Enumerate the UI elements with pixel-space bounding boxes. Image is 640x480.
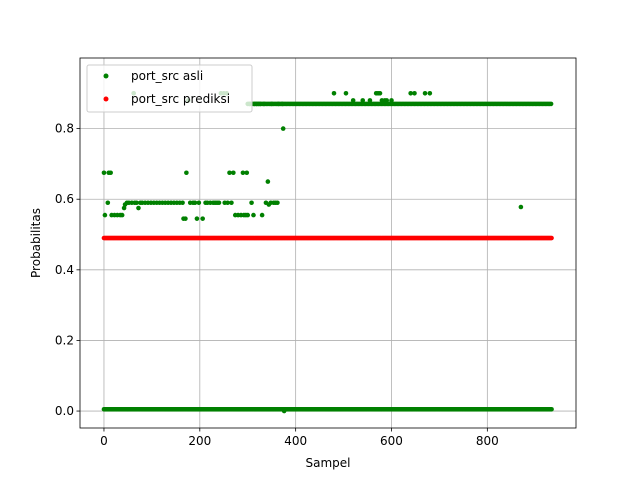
y-tick-label: 0.2 <box>55 333 74 347</box>
data-point-series-0 <box>275 200 280 206</box>
data-point-series-0 <box>249 200 254 206</box>
data-point-series-0 <box>101 170 107 176</box>
legend-label-series-1: port_src prediksi <box>131 92 230 106</box>
data-point-series-0 <box>408 91 413 96</box>
legend-box <box>86 64 253 113</box>
x-tick-label: 200 <box>188 434 211 448</box>
plot-frame <box>79 57 577 429</box>
data-point-series-0 <box>196 200 202 206</box>
data-point-series-0 <box>549 406 554 412</box>
x-tick-label: 800 <box>476 434 499 448</box>
data-point-series-0 <box>216 200 222 206</box>
data-point-series-0 <box>389 98 394 103</box>
y-tick-label: 0.0 <box>55 404 74 418</box>
y-axis-label: Probabilitas <box>29 208 43 278</box>
legend-marker-series-1 <box>103 96 109 102</box>
x-tick-label: 400 <box>284 434 307 448</box>
data-point-series-0 <box>183 216 188 221</box>
x-axis-ticks: 0 200 400 600 800 <box>100 428 499 448</box>
data-point-series-0 <box>192 200 198 206</box>
data-point-series-0 <box>518 204 524 210</box>
data-point-series-0 <box>548 101 554 107</box>
data-point-series-0 <box>276 101 281 107</box>
data-point-series-0 <box>360 98 366 103</box>
data-point-series-0 <box>377 91 383 96</box>
legend-label-series-0: port_src asli <box>131 69 203 83</box>
data-point-series-0 <box>225 200 230 206</box>
y-tick-label: 0.8 <box>55 122 74 136</box>
x-tick-label: 0 <box>100 434 108 448</box>
data-point-series-0 <box>121 205 127 211</box>
data-point-series-0 <box>412 91 417 96</box>
data-point-series-0 <box>257 101 263 107</box>
x-axis-label: Sampel <box>306 456 351 470</box>
y-tick-label: 0.4 <box>55 263 74 277</box>
data-point-series-0 <box>279 101 285 107</box>
data-point-series-0 <box>200 216 205 221</box>
data-point-series-0 <box>269 101 274 107</box>
data-point-series-0 <box>227 170 232 176</box>
data-point-series-0 <box>331 91 337 96</box>
y-tick-label: 0.6 <box>55 192 74 206</box>
data-point-series-0 <box>134 200 139 206</box>
data-point-series-0 <box>384 98 390 103</box>
data-point-series-1 <box>549 235 554 241</box>
data-point-series-0 <box>184 170 189 176</box>
data-point-series-0 <box>251 212 256 218</box>
data-point-series-0 <box>280 126 286 131</box>
data-point-series-0 <box>231 170 236 176</box>
y-axis-ticks: 0.0 0.2 0.4 0.6 0.8 <box>55 122 80 418</box>
data-point-series-0 <box>108 170 113 176</box>
data-point-series-0 <box>194 216 200 221</box>
legend: port_src asli port_src prediksi <box>86 64 253 113</box>
data-point-series-0 <box>136 205 141 211</box>
data-point-series-0 <box>367 98 373 103</box>
plot-area <box>80 58 576 428</box>
data-point-series-0 <box>259 212 265 218</box>
data-point-series-0 <box>240 170 246 176</box>
x-tick-label: 600 <box>380 434 403 448</box>
data-point-series-0 <box>422 91 428 96</box>
data-point-series-0 <box>343 91 349 96</box>
data-point-series-0 <box>105 200 111 206</box>
data-point-series-0 <box>245 212 251 218</box>
data-point-series-0 <box>102 212 108 218</box>
data-point-series-0 <box>427 91 433 96</box>
data-point-series-0 <box>350 98 356 103</box>
legend-marker-series-0 <box>103 73 109 79</box>
data-point-series-0 <box>281 408 287 414</box>
data-point-series-0 <box>244 170 250 176</box>
data-point-series-0 <box>261 101 267 107</box>
data-point-series-0 <box>229 200 234 206</box>
data-point-series-0 <box>265 179 271 184</box>
data-point-series-0 <box>180 200 185 206</box>
data-point-series-0 <box>119 212 125 218</box>
data-points <box>101 91 554 414</box>
